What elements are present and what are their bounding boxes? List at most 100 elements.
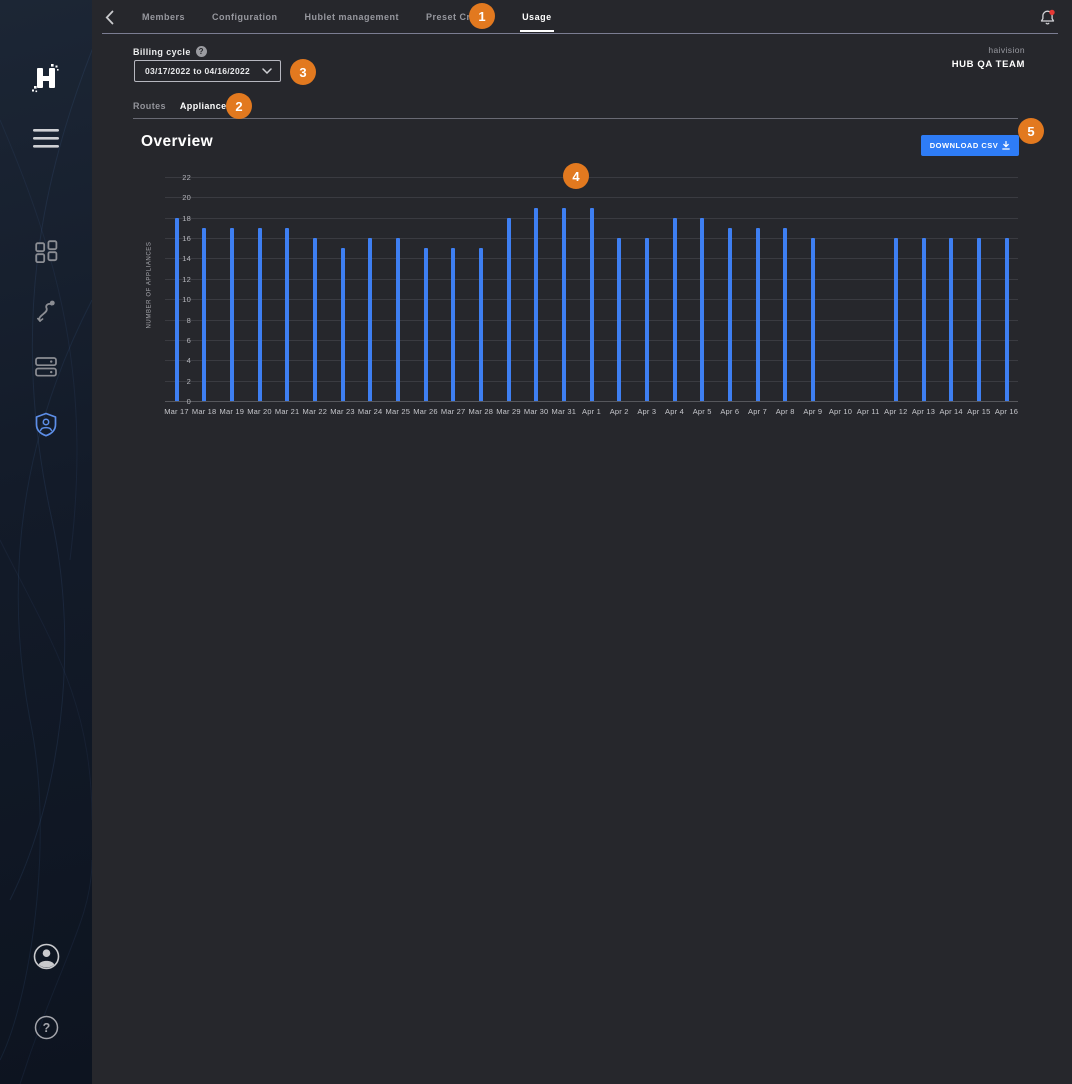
bar-apr-15 [976,238,981,401]
x-tick-apr-11: Apr 11 [856,407,880,416]
haivision-logo[interactable] [0,62,92,94]
team-name: HUB QA TEAM [951,59,1025,70]
bar-mar-22 [312,238,317,401]
y-tick-8: 8 [186,315,191,325]
tab-routes[interactable]: Routes [133,101,166,111]
x-tick-mar-20: Mar 20 [247,407,272,416]
bar-mar-29 [506,217,511,401]
chart-plot-area: 0 2 4 6 8 10 12 14 16 18 20 22 Mar 17 Mar 18 Mar 19 Mar… [164,173,1018,416]
routes-icon [37,300,55,322]
top-nav-tabs: Members Configuration Hublet management Pre… [140,0,554,33]
sidebar-item-routes[interactable] [0,298,92,323]
x-tick-apr-12: Apr 12 [884,407,908,416]
chevron-left-icon [105,10,113,24]
x-tick-apr-5: Apr 5 [692,407,712,416]
nav-tab-members[interactable]: Members [142,11,186,22]
sidebar-item-account[interactable] [0,943,92,970]
billing-cycle-dropdown[interactable]: 03/17/2022 to 04/16/2022 [134,60,281,82]
bar-apr-6 [727,227,732,401]
y-tick-6: 6 [186,335,191,345]
x-tick-mar-23: Mar 23 [330,407,355,416]
download-csv-label: DOWNLOAD CSV [929,141,999,150]
sidebar: ? [0,0,92,1084]
x-tick-mar-21: Mar 21 [274,407,300,416]
bar-apr-9 [810,238,815,401]
x-tick-apr-13: Apr 13 [911,407,936,416]
bar-apr-4 [672,217,677,401]
bar-mar-17 [174,217,179,401]
x-tick-mar-28: Mar 28 [468,407,494,416]
billing-help-icon[interactable]: ? [195,46,207,57]
download-csv-button[interactable]: DOWNLOAD CSV [921,135,1019,156]
y-tick-0: 0 [186,397,191,406]
bar-mar-30 [534,207,539,401]
bar-apr-3 [644,238,649,401]
x-tick-mar-26: Mar 26 [413,407,438,416]
tab-appliances[interactable]: Appliances [179,101,232,111]
bar-apr-12 [893,238,898,401]
appliances-usage-chart: NUMBER OF APPLIANCES 0 2 4 6 8 10 12 14 16 18 20 22… [133,170,1018,422]
hamburger-menu-icon [33,129,59,148]
annotation-badge-2: 2 [226,93,252,119]
svg-text:?: ? [42,1021,50,1035]
x-tick-mar-29: Mar 29 [496,407,521,416]
bar-mar-18 [202,227,207,401]
x-tick-mar-19: Mar 19 [219,407,245,416]
bar-apr-14 [949,238,954,401]
x-tick-apr-6: Apr 6 [720,407,740,416]
bar-mar-25 [395,238,400,401]
y-tick-12: 12 [182,274,191,284]
account-icon [33,943,59,970]
sidebar-item-dashboard[interactable] [0,240,92,263]
gridline-0 [165,401,1018,402]
bar-apr-13 [921,238,926,401]
x-tick-apr-14: Apr 14 [939,407,963,416]
y-tick-14: 14 [182,254,191,264]
y-tick-4: 4 [186,356,191,366]
y-tick-18: 18 [182,213,191,223]
nav-tab-configuration[interactable]: Configuration [212,11,278,22]
sidebar-item-menu[interactable] [0,129,92,148]
bar-apr-1 [589,207,594,401]
nav-tab-preset-creator[interactable]: Preset Creator [426,11,496,22]
gridline-22 [165,177,1018,178]
bar-mar-20 [257,227,262,401]
bar-apr-5 [700,217,705,401]
x-tick-mar-25: Mar 25 [385,407,411,416]
y-tick-16: 16 [182,234,191,244]
x-tick-mar-31: Mar 31 [551,407,577,416]
nav-tab-usage[interactable]: Usage [520,11,554,32]
back-button[interactable] [98,6,120,28]
haivision-h-icon [32,64,59,93]
bar-apr-8 [783,227,788,401]
team-info: haivision HUB QA TEAM [952,45,1025,70]
x-tick-apr-3: Apr 3 [637,407,657,416]
x-tick-apr-9: Apr 9 [803,407,823,416]
billing-cycle-label: Billing cycle ? [133,46,207,57]
header-divider [102,33,1058,34]
bar-mar-21 [285,227,290,401]
sidebar-item-help[interactable]: ? [0,1015,92,1040]
sidebar-item-appliances[interactable] [0,356,92,378]
sidebar-decorative-curves [0,48,92,1084]
usage-subtabs: Routes Appliances [133,101,232,111]
bar-apr-7 [755,227,760,401]
y-tick-20: 20 [182,193,191,203]
dashboard-grid-icon [34,240,57,263]
download-arrow-icon [1002,141,1011,150]
sidebar-item-admin[interactable] [0,412,92,438]
x-tick-mar-17: Mar 17 [164,407,189,416]
bar-apr-2 [617,238,622,401]
annotation-badge-5: 5 [1018,118,1044,144]
notifications-button[interactable] [1036,6,1058,28]
x-tick-mar-18: Mar 18 [191,407,217,416]
annotation-badge-3: 3 [290,59,316,85]
bar-mar-23 [340,248,345,401]
notification-bell-icon [1040,9,1055,24]
nav-tab-hublet-management[interactable]: Hublet management [304,11,400,22]
bar-mar-31 [561,207,566,401]
y-axis-title: NUMBER OF APPLIANCES [146,241,153,329]
y-tick-22: 22 [182,173,191,182]
bar-mar-27 [451,248,456,401]
bar-mar-24 [368,238,373,401]
